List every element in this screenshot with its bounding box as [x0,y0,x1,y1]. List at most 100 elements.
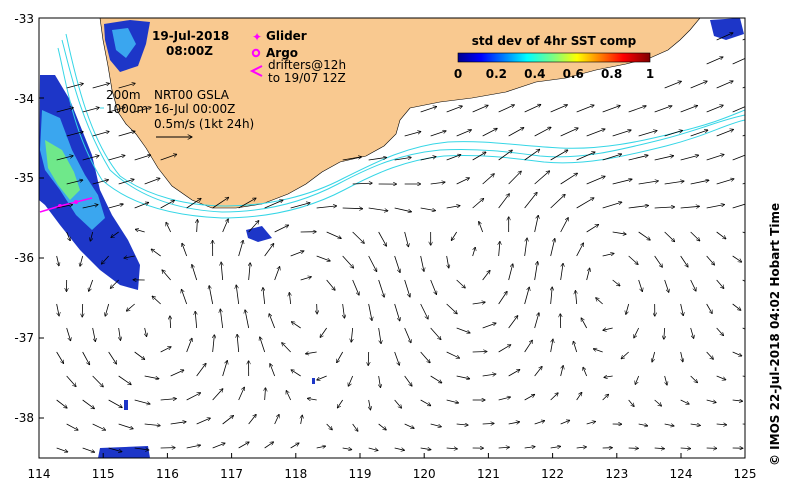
current-arrow [654,106,672,113]
current-arrow [716,375,726,380]
x-tick-120: 120 [413,467,436,481]
current-arrow [274,225,289,233]
current-arrow [248,414,257,425]
current-arrow [134,399,150,404]
current-arrow [472,247,476,257]
current-arrow [290,203,310,209]
contour-extra [65,33,745,207]
current-arrow [186,338,192,353]
current-arrow [134,202,149,209]
current-arrow [404,231,409,247]
current-arrow [394,303,400,321]
current-arrow [664,327,665,339]
current-arrow [654,156,674,161]
current-arrow [664,181,684,185]
current-arrow [248,221,259,233]
current-arrow [451,231,458,241]
current-arrow [394,399,402,408]
current-arrow [550,105,568,113]
current-arrow [498,291,507,305]
x-tick-115: 115 [92,467,115,481]
current-arrow [498,105,515,113]
current-arrow [101,255,109,264]
current-arrow [524,238,527,257]
glider-icon: ✦ [252,30,262,44]
current-arrow [612,279,620,286]
current-arrow [182,243,188,257]
current-arrow [404,375,412,386]
current-arrow [420,448,431,450]
current-arrow [151,249,161,257]
current-arrow [638,279,643,292]
current-arrow [352,423,358,431]
current-arrow [652,351,656,362]
current-arrow [108,204,124,209]
current-arrow [66,132,84,137]
current-arrow [706,255,715,265]
current-arrow [612,179,632,185]
current-arrow [482,323,496,329]
current-arrow [209,286,214,305]
current-arrow [550,446,561,448]
current-arrow [446,206,460,209]
current-arrow [56,156,74,161]
current-arrow [291,370,301,377]
current-arrow [482,270,490,281]
current-arrow [124,256,135,258]
current-arrow [186,445,201,449]
current-arrow [524,287,530,305]
current-arrow [524,192,537,209]
current-arrow [66,327,71,341]
colorbar: std dev of 4hr SST comp 0 0.2 0.4 0.6 0.… [454,34,654,81]
current-arrow [320,327,327,338]
current-arrow [732,303,741,310]
current-arrow [238,240,244,257]
current-arrow [593,349,603,353]
current-arrow [82,205,98,209]
current-arrow [551,287,553,305]
current-arrow [378,327,381,344]
current-arrow [681,351,683,362]
current-arrow [89,279,94,291]
current-arrow [706,303,713,314]
x-tick-117: 117 [220,467,243,481]
current-arrow [732,255,742,262]
current-arrow [472,105,489,113]
current-arrow [628,399,634,407]
current-arrow [162,270,171,281]
current-arrow [430,327,441,340]
current-arrow [664,231,675,242]
current-arrow [508,171,522,185]
x-tick-114: 114 [28,467,51,481]
current-arrow [456,279,466,288]
current-arrow [213,335,215,353]
current-arrow [152,296,161,305]
current-arrow [706,351,714,359]
current-arrow [316,206,337,209]
colorbar-tick-3: 0.6 [563,67,584,81]
current-arrow [326,231,342,239]
current-arrow [680,303,684,316]
current-arrow [573,341,578,353]
current-arrow [456,327,470,333]
current-arrow [108,447,122,452]
current-arrow [482,174,495,185]
current-arrow [742,327,745,330]
current-arrow [238,442,249,449]
current-arrow [742,279,745,282]
drifters-label-2: to 19/07 12Z [268,71,346,85]
current-arrow [274,267,280,281]
current-arrow [394,255,400,273]
current-arrow [524,447,535,448]
current-arrow [499,241,500,257]
current-arrow [690,279,696,291]
current-arrow [249,263,251,281]
current-arrow [170,422,186,425]
current-arrow [66,84,84,89]
current-arrow [664,279,669,292]
current-arrow [456,424,468,425]
current-arrow [222,219,229,233]
current-arrow [654,255,663,267]
current-arrow [602,154,622,161]
current-arrow [680,155,699,161]
